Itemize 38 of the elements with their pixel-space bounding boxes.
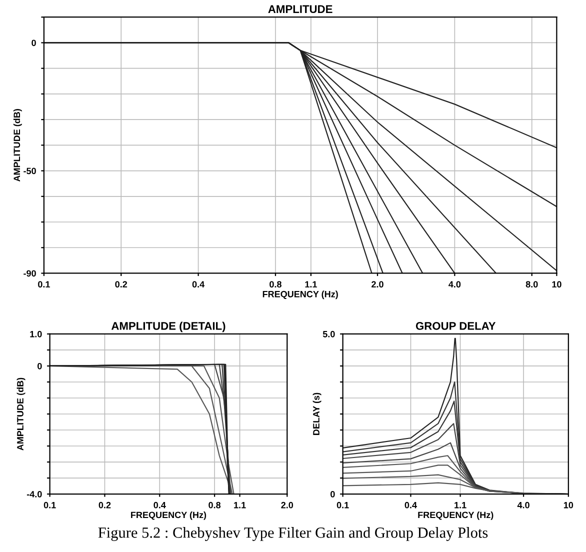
chart-title: AMPLITUDE (DETAIL) bbox=[111, 322, 226, 332]
x-tick-label: 2.0 bbox=[281, 502, 294, 508]
x-tick-label: 0.8 bbox=[208, 502, 221, 508]
x-tick-label: 0.4 bbox=[154, 502, 166, 508]
x-axis-title: FREQUENCY (Hz) bbox=[262, 290, 338, 300]
x-tick-label: 10 bbox=[564, 502, 574, 508]
x-tick-label: 1.1 bbox=[305, 281, 317, 288]
x-axis-title: FREQUENCY (Hz) bbox=[418, 511, 494, 520]
y-axis-title: AMPLITUDE (dB) bbox=[13, 109, 22, 182]
y-tick-label: 0 bbox=[38, 362, 42, 370]
x-tick-label: 0.2 bbox=[115, 281, 128, 288]
y-tick-label: -90 bbox=[24, 270, 36, 277]
y-tick-label: 0 bbox=[330, 491, 335, 498]
y-tick-label: 5.0 bbox=[322, 330, 335, 338]
x-tick-label: 4.0 bbox=[517, 502, 530, 508]
y-tick-label: -50 bbox=[24, 168, 36, 174]
x-tick-label: 0.2 bbox=[98, 502, 111, 508]
x-tick-label: 0.1 bbox=[44, 502, 56, 508]
x-tick-label: 0.4 bbox=[192, 281, 205, 288]
x-tick-label: 1.1 bbox=[454, 502, 466, 508]
chart-title: AMPLITUDE bbox=[268, 5, 332, 14]
y-axis-title: AMPLITUDE (dB) bbox=[16, 378, 26, 450]
x-axis-title: FREQUENCY (Hz) bbox=[131, 511, 206, 520]
y-tick-label: 1.0 bbox=[30, 330, 42, 338]
x-tick-label: 0.4 bbox=[404, 502, 417, 508]
x-tick-label: 0.8 bbox=[270, 281, 282, 288]
chart-title: GROUP DELAY bbox=[416, 322, 496, 330]
x-tick-label: 2.0 bbox=[372, 281, 384, 288]
x-tick-label: 8.0 bbox=[526, 281, 538, 288]
x-tick-label: 10 bbox=[552, 281, 562, 288]
x-tick-label: 0.1 bbox=[38, 281, 50, 288]
x-tick-label: 4.0 bbox=[448, 281, 461, 288]
y-tick-label: 0 bbox=[32, 40, 36, 46]
y-axis-title: DELAY (s) bbox=[312, 392, 322, 435]
y-tick-label: -4.0 bbox=[26, 491, 42, 498]
x-tick-label: 0.1 bbox=[336, 502, 349, 508]
caption: Figure 5.2 : Chebyshev Type Filter Gain and Group Delay Plots bbox=[98, 527, 488, 541]
x-tick-label: 1.1 bbox=[234, 502, 246, 508]
